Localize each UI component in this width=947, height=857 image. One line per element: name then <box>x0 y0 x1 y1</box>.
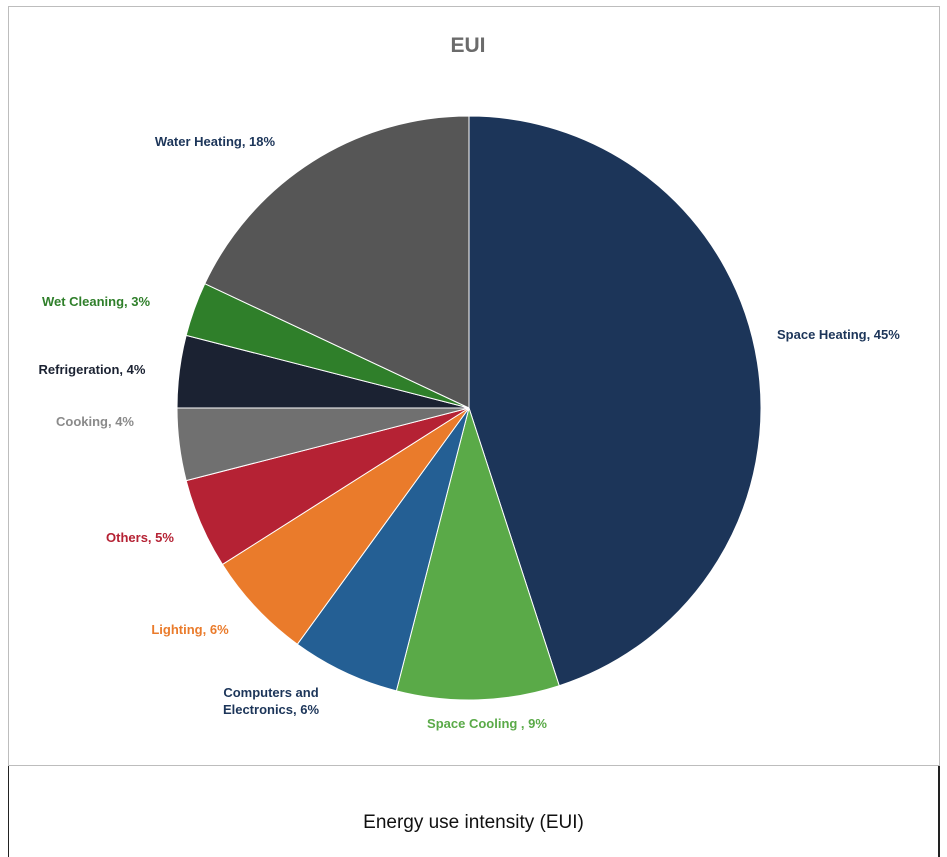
outer-border-right <box>938 766 940 857</box>
slice-label: Others, 5% <box>106 530 174 545</box>
pie-slice <box>395 406 560 701</box>
pie-chart: EUI Space Heating, 45% Space Cooling , 9%… <box>39 34 901 731</box>
slice-label: Refrigeration, 4% <box>39 362 146 377</box>
chart-title: EUI <box>450 34 485 57</box>
slice-label: Wet Cleaning, 3% <box>42 294 151 309</box>
slice-label: Computers and Electronics, 6% <box>223 685 320 717</box>
outer-border-left <box>8 766 9 857</box>
slice-label: Space Heating, 45% <box>777 327 900 342</box>
pie-slice <box>468 115 762 687</box>
pie-slice <box>204 115 470 409</box>
slice-label: Space Cooling , 9% <box>427 716 547 731</box>
slice-label: Water Heating, 18% <box>155 134 276 149</box>
figure-caption: Energy use intensity (EUI) <box>363 812 584 833</box>
slice-label: Cooking, 4% <box>56 414 134 429</box>
slice-label: Lighting, 6% <box>151 622 229 637</box>
